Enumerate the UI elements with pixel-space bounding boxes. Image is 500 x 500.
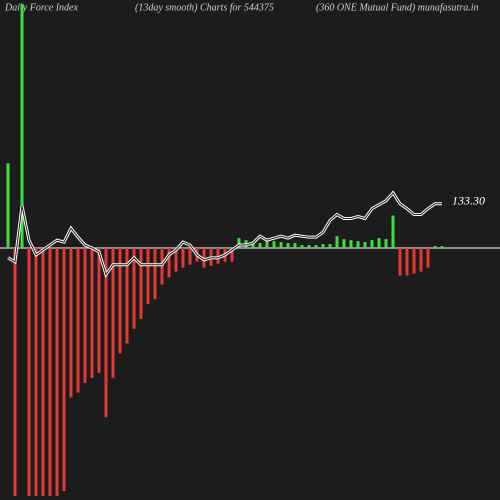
force-bar	[405, 248, 409, 276]
force-bar	[202, 248, 206, 268]
force-bar	[118, 248, 122, 354]
force-bar	[97, 248, 101, 373]
force-bar	[272, 241, 276, 248]
force-bar	[48, 248, 52, 496]
force-bar	[370, 240, 374, 248]
force-bar	[286, 243, 290, 248]
force-bar	[125, 248, 129, 344]
force-bar	[335, 236, 339, 248]
force-bar	[433, 246, 437, 248]
force-bar	[426, 248, 430, 268]
force-bar	[279, 242, 283, 248]
force-bar	[237, 238, 241, 248]
force-bar	[6, 163, 10, 248]
force-bar	[258, 243, 262, 248]
force-bar	[328, 244, 332, 248]
force-bar	[363, 242, 367, 248]
force-bar	[265, 240, 269, 248]
force-bar	[20, 3, 24, 248]
force-bar	[174, 248, 178, 272]
force-bar	[419, 248, 423, 272]
force-bar	[146, 248, 150, 305]
force-bar	[188, 248, 192, 265]
force-bar	[167, 248, 171, 278]
force-bar	[356, 241, 360, 248]
title-center: (13day smooth) Charts for 544375	[135, 2, 274, 13]
force-bar	[377, 238, 381, 248]
force-bar	[41, 248, 45, 496]
force-bar	[104, 248, 108, 418]
title-right: (360 ONE Mutual Fund) munafasutra.in	[316, 2, 479, 13]
force-bar	[342, 239, 346, 248]
title-left: Daily Force Index	[4, 2, 78, 13]
force-bar	[391, 215, 395, 248]
force-bar	[13, 248, 17, 496]
force-bar	[384, 239, 388, 248]
force-bar	[398, 248, 402, 276]
force-bar	[153, 248, 157, 300]
force-bar	[230, 248, 234, 262]
force-bar	[111, 248, 115, 378]
force-bar	[34, 248, 38, 496]
force-bar	[132, 248, 136, 329]
force-bar	[69, 248, 73, 398]
force-bar	[83, 248, 87, 383]
force-bar	[293, 243, 297, 248]
force-bar	[76, 248, 80, 393]
force-bar	[62, 248, 66, 492]
force-bar	[349, 240, 353, 248]
force-bar	[314, 245, 318, 248]
force-bar	[55, 248, 59, 496]
price-line	[7, 192, 442, 276]
force-bar	[251, 242, 255, 248]
force-bar	[27, 248, 31, 496]
force-bar	[321, 244, 325, 248]
force-bar	[300, 245, 304, 248]
force-bar	[412, 248, 416, 274]
force-bar	[216, 248, 220, 264]
force-bar	[90, 248, 94, 378]
force-bar	[440, 246, 444, 248]
force-bar	[307, 245, 311, 248]
force-bar	[181, 248, 185, 268]
force-bar	[139, 248, 143, 319]
price-label: 133.30	[452, 193, 485, 207]
